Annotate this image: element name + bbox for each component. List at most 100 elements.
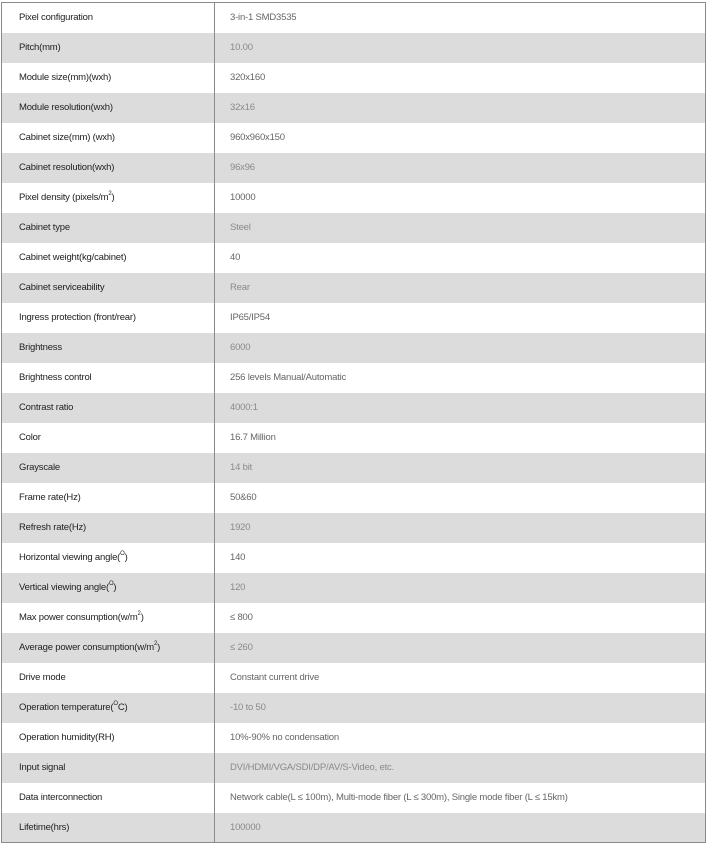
spec-label-text: Pixel density (pixels/m bbox=[19, 192, 109, 203]
spec-label-text: Ingress protection (front/rear) bbox=[19, 312, 136, 323]
spec-label-suffix: ) bbox=[113, 582, 117, 593]
spec-value: 140 bbox=[230, 552, 246, 563]
spec-label: Ingress protection (front/rear) bbox=[1, 302, 215, 333]
spec-value: 4000:1 bbox=[214, 392, 706, 423]
spec-label: Cabinet resolution(wxh) bbox=[1, 152, 215, 183]
spec-value: 320x160 bbox=[230, 72, 266, 83]
spec-value: Network cable(L ≤ 100m), Multi-mode fibe… bbox=[230, 792, 568, 803]
spec-row: Module size(mm)(wxh) 320x160 bbox=[1, 62, 706, 93]
spec-value: DVI/HDMI/VGA/SDI/DP/AV/S-Video, etc. bbox=[214, 752, 706, 783]
spec-value: 3-in-1 SMD3535 bbox=[230, 12, 297, 24]
spec-row: Average power consumption(w/m2) ≤ 260 bbox=[1, 632, 706, 663]
spec-label-superscript: 2 bbox=[137, 611, 141, 617]
spec-label: Operation temperature(OC) bbox=[1, 692, 215, 723]
spec-label-text: Module size(mm)(wxh) bbox=[19, 72, 112, 83]
spec-label: Average power consumption(w/m2) bbox=[1, 632, 215, 663]
spec-label-text: Cabinet type bbox=[19, 222, 70, 233]
spec-label-text: Frame rate(Hz) bbox=[19, 492, 81, 503]
spec-label: Cabinet weight(kg/cabinet) bbox=[1, 242, 215, 273]
spec-row: Operation humidity(RH) 10%-90% no condens… bbox=[1, 722, 706, 753]
spec-row: Color 16.7 Million bbox=[1, 422, 706, 453]
spec-value: 6000 bbox=[214, 332, 706, 363]
spec-label-suffix: C) bbox=[117, 702, 128, 713]
spec-row: Input signal DVI/HDMI/VGA/SDI/DP/AV/S-Vid… bbox=[1, 752, 706, 783]
spec-row: Max power consumption(w/m2) ≤ 800 bbox=[1, 602, 706, 633]
spec-row: Refresh rate(Hz) 1920 bbox=[1, 512, 706, 543]
spec-value: ≤ 800 bbox=[230, 612, 253, 623]
spec-label-text: Operation humidity(RH) bbox=[19, 732, 115, 743]
spec-label-text: Drive mode bbox=[19, 672, 66, 683]
spec-label-text: Input signal bbox=[19, 762, 66, 773]
spec-label-text: Contrast ratio bbox=[19, 402, 74, 413]
spec-label: Module resolution(wxh) bbox=[1, 92, 215, 123]
spec-label: Contrast ratio bbox=[1, 392, 215, 423]
spec-value: 32x16 bbox=[214, 92, 706, 123]
spec-value: 14 bit bbox=[214, 452, 706, 483]
spec-label: Cabinet size(mm) (wxh) bbox=[1, 122, 215, 153]
spec-value: 96x96 bbox=[214, 152, 706, 183]
spec-row: Drive mode Constant current drive bbox=[1, 662, 706, 693]
spec-row: Cabinet type Steel bbox=[1, 212, 706, 243]
spec-row: Lifetime(hrs) 100000 bbox=[1, 812, 706, 843]
spec-label: Horizontal viewing angle(O) bbox=[1, 542, 215, 573]
spec-row: Cabinet weight(kg/cabinet) 40 bbox=[1, 242, 706, 273]
spec-row: Data interconnection Network cable(L ≤ 10… bbox=[1, 782, 706, 813]
spec-label: Grayscale bbox=[1, 452, 215, 483]
spec-label: Input signal bbox=[1, 752, 215, 783]
spec-label-suffix: ) bbox=[140, 612, 144, 623]
spec-label-superscript: O bbox=[120, 551, 125, 557]
spec-row: Brightness 6000 bbox=[1, 332, 706, 363]
spec-value: 256 levels Manual/Automatic bbox=[230, 372, 347, 383]
spec-label-text: Lifetime(hrs) bbox=[19, 821, 70, 833]
spec-value: 120 bbox=[214, 572, 706, 603]
spec-row: Cabinet size(mm) (wxh) 960x960x150 bbox=[1, 122, 706, 153]
spec-label: Operation humidity(RH) bbox=[1, 722, 215, 753]
spec-label: Refresh rate(Hz) bbox=[1, 512, 215, 543]
spec-label: Max power consumption(w/m2) bbox=[1, 602, 215, 633]
spec-value: Constant current drive bbox=[230, 672, 320, 683]
spec-row: Frame rate(Hz) 50&60 bbox=[1, 482, 706, 513]
spec-label: Data interconnection bbox=[1, 782, 215, 813]
spec-row: Vertical viewing angle(O) 120 bbox=[1, 572, 706, 603]
spec-row: Pitch(mm) 10.00 bbox=[1, 32, 706, 63]
spec-value: ≤ 260 bbox=[214, 632, 706, 663]
spec-label: Cabinet type bbox=[1, 212, 215, 243]
spec-value: Rear bbox=[214, 272, 706, 303]
spec-label-text: Vertical viewing angle( bbox=[19, 582, 109, 593]
spec-row: Cabinet serviceability Rear bbox=[1, 272, 706, 303]
spec-label-text: Max power consumption(w/m bbox=[19, 612, 138, 623]
spec-label: Vertical viewing angle(O) bbox=[1, 572, 215, 603]
spec-row: Horizontal viewing angle(O) 140 bbox=[1, 542, 706, 573]
spec-row: Pixel configuration 3-in-1 SMD3535 bbox=[1, 2, 706, 33]
spec-label: Brightness control bbox=[1, 362, 215, 393]
spec-row: Ingress protection (front/rear) IP65/IP54 bbox=[1, 302, 706, 333]
spec-value: -10 to 50 bbox=[214, 692, 706, 723]
spec-label: Color bbox=[1, 422, 215, 453]
spec-value: 50&60 bbox=[230, 492, 257, 503]
spec-value: 10.00 bbox=[214, 32, 706, 63]
spec-label: Pixel density (pixels/m2) bbox=[1, 182, 215, 213]
spec-value: 10000 bbox=[230, 192, 256, 203]
spec-label-text: Brightness bbox=[19, 342, 62, 353]
spec-label-text: Brightness control bbox=[19, 372, 92, 383]
spec-label-superscript: 2 bbox=[154, 641, 158, 647]
spec-value: IP65/IP54 bbox=[230, 312, 270, 323]
spec-label: Frame rate(Hz) bbox=[1, 482, 215, 513]
spec-label-text: Operation temperature( bbox=[19, 702, 114, 713]
spec-value: 16.7 Million bbox=[230, 432, 276, 443]
spec-row: Contrast ratio 4000:1 bbox=[1, 392, 706, 423]
spec-label-text: Average power consumption(w/m bbox=[19, 642, 155, 653]
spec-label: Brightness bbox=[1, 332, 215, 363]
spec-label-text: Cabinet weight(kg/cabinet) bbox=[19, 252, 127, 263]
spec-label: Lifetime(hrs) bbox=[1, 812, 215, 843]
spec-label-suffix: ) bbox=[157, 642, 161, 653]
spec-label-text: Horizontal viewing angle( bbox=[19, 552, 121, 563]
spec-row: Brightness control 256 levels Manual/Auto… bbox=[1, 362, 706, 393]
spec-value: 10%-90% no condensation bbox=[230, 732, 339, 743]
spec-row: Grayscale 14 bit bbox=[1, 452, 706, 483]
spec-label-text: Grayscale bbox=[19, 462, 60, 473]
spec-label-suffix: ) bbox=[124, 552, 128, 563]
spec-label-superscript: 2 bbox=[108, 191, 112, 197]
spec-row: Module resolution(wxh) 32x16 bbox=[1, 92, 706, 123]
